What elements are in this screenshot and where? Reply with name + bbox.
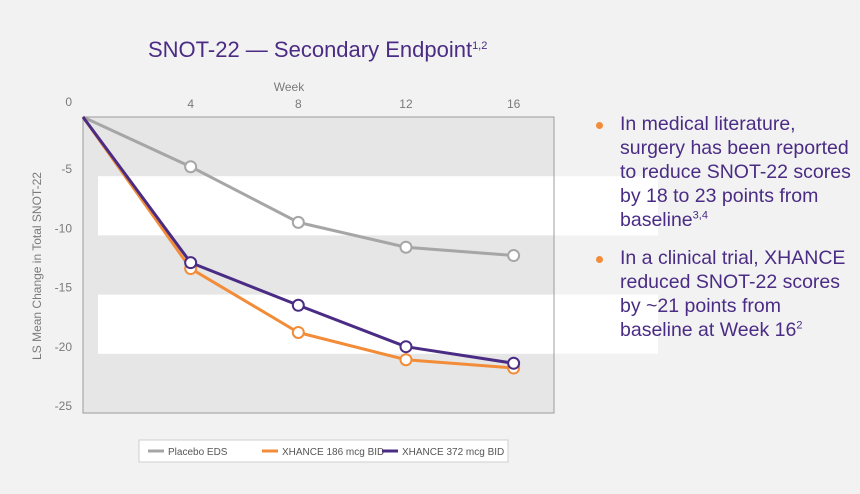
legend-entry: XHANCE 372 mcg BID (402, 447, 504, 458)
bullet-superscript: 3,4 (692, 209, 708, 222)
legend-entry: XHANCE 186 mcg BID (282, 447, 384, 458)
x-tick-label: 8 (295, 97, 302, 111)
y-tick-label: -15 (55, 281, 73, 295)
data-point (291, 298, 305, 312)
bullet-dot (596, 122, 603, 129)
bullet-dot (596, 256, 603, 263)
plot-area (82, 116, 658, 414)
data-point (291, 215, 305, 229)
y-tick-label: -5 (61, 162, 72, 176)
x-axis-label: Week (274, 80, 305, 94)
bullet-text: In medical literature, surgery has been … (620, 113, 851, 231)
y-tick-labels: 0 -5 -10 -15 -20 -25 (55, 95, 73, 413)
grid-band (98, 294, 658, 354)
data-point (184, 160, 198, 174)
legend-entry: Placebo EDS (168, 447, 228, 458)
data-point (399, 353, 413, 367)
data-point (507, 356, 521, 370)
y-tick-label: -25 (55, 399, 73, 413)
data-point (507, 249, 521, 263)
legend-box (138, 439, 509, 463)
y-axis-label: LS Mean Change in Total SNOT-22 (30, 172, 44, 360)
bullet-superscript: 2 (796, 319, 803, 332)
chart-title: SNOT-22 — Secondary Endpoint1,2 (148, 37, 487, 62)
key-points: In medical literature, surgery has been … (596, 112, 858, 356)
x-tick-label: 16 (507, 97, 521, 111)
y-tick-label: -10 (55, 221, 73, 235)
y-tick-label: 0 (65, 95, 72, 109)
data-point (291, 325, 305, 339)
series-group (81, 115, 521, 375)
x-tick-labels: 4 8 12 16 (187, 97, 520, 111)
x-tick-label: 4 (187, 97, 194, 111)
bullet-point: In medical literature, surgery has been … (596, 112, 858, 232)
data-point (184, 256, 198, 270)
legend: Placebo EDS XHANCE 186 mcg BID XHANCE 372 … (138, 439, 509, 463)
y-tick-label: -20 (55, 340, 73, 354)
data-point (399, 340, 413, 354)
bullet-text: In a clinical trial, XHANCE reduced SNOT… (620, 247, 846, 341)
grid-band (98, 176, 658, 236)
plot-border (82, 116, 555, 414)
bullet-point: In a clinical trial, XHANCE reduced SNOT… (596, 246, 858, 342)
plot-background (82, 116, 555, 414)
data-point (399, 240, 413, 254)
x-tick-label: 12 (399, 97, 413, 111)
